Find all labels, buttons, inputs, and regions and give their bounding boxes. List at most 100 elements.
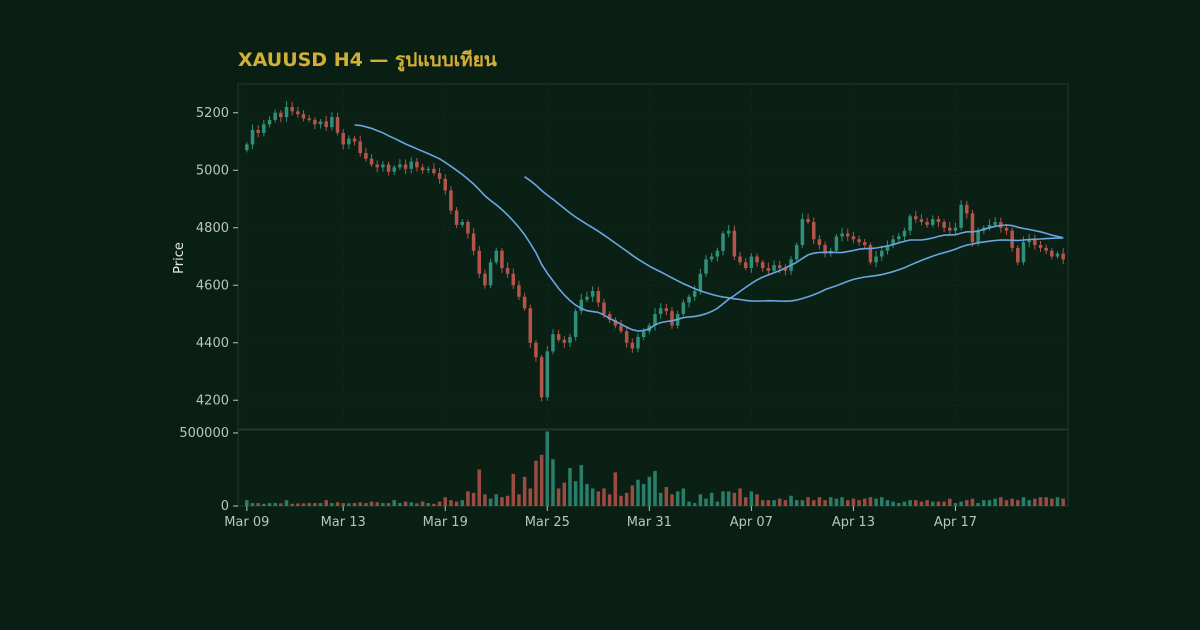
candle-body bbox=[324, 121, 328, 128]
candle-body bbox=[596, 291, 601, 303]
candle-body bbox=[845, 233, 850, 237]
candle-body bbox=[970, 213, 975, 243]
candle-body bbox=[868, 245, 873, 263]
candle-body bbox=[987, 224, 992, 228]
candle-body bbox=[874, 256, 878, 263]
volume-bar bbox=[477, 469, 482, 506]
candle-body bbox=[573, 311, 578, 337]
candle-body bbox=[245, 144, 249, 151]
candle-body bbox=[256, 130, 260, 133]
volume-bar bbox=[1010, 498, 1014, 506]
candle-body bbox=[670, 311, 674, 326]
volume-bar bbox=[670, 494, 674, 506]
y-tick-label: 4600 bbox=[196, 278, 229, 293]
volume-bar bbox=[908, 500, 912, 506]
volume-bar bbox=[982, 500, 986, 506]
volume-bar bbox=[301, 503, 306, 506]
volume-bar bbox=[471, 492, 476, 506]
candle-body bbox=[296, 111, 300, 115]
candle-body bbox=[335, 117, 340, 133]
volume-bar bbox=[313, 503, 317, 506]
candle-body bbox=[494, 250, 499, 263]
candle-body bbox=[556, 334, 561, 340]
volume-bar bbox=[641, 484, 646, 506]
candle-body bbox=[783, 268, 788, 271]
candle-body bbox=[443, 178, 448, 191]
candle-body bbox=[437, 173, 442, 179]
volume-bar bbox=[749, 491, 754, 506]
volume-bar bbox=[760, 500, 765, 506]
volume-bar bbox=[1055, 497, 1060, 506]
volume-bar bbox=[307, 503, 311, 506]
volume-bar bbox=[783, 500, 788, 506]
volume-bar bbox=[970, 498, 975, 506]
candle-body bbox=[1004, 227, 1009, 231]
volume-bar bbox=[347, 503, 351, 506]
candle-body bbox=[579, 299, 584, 312]
volume-bar bbox=[528, 488, 533, 506]
volume-panel bbox=[237, 429, 1069, 507]
candle-body bbox=[840, 233, 844, 237]
x-tick-label: Mar 13 bbox=[321, 515, 366, 530]
volume-bar bbox=[766, 500, 771, 506]
volume-bar bbox=[953, 503, 958, 506]
volume-bar bbox=[409, 502, 413, 506]
x-tick-label: Mar 25 bbox=[525, 515, 570, 530]
volume-bar bbox=[987, 500, 992, 506]
volume-bar bbox=[874, 498, 878, 506]
candle-body bbox=[562, 339, 567, 343]
candle-body bbox=[721, 233, 725, 251]
candle-body bbox=[664, 308, 669, 312]
volume-bar bbox=[811, 500, 816, 506]
candle-body bbox=[284, 107, 289, 118]
volume-bar bbox=[732, 492, 737, 506]
candle-body bbox=[375, 164, 379, 168]
candle-body bbox=[919, 219, 924, 222]
volume-bar bbox=[1033, 498, 1037, 506]
candle-body bbox=[602, 302, 606, 314]
candle-body bbox=[568, 337, 572, 343]
candle-body bbox=[942, 222, 946, 228]
candle-body bbox=[862, 242, 867, 245]
volume-bar bbox=[845, 500, 850, 506]
candle-body bbox=[953, 227, 958, 231]
candle-body bbox=[823, 245, 827, 254]
x-tick-label: Apr 07 bbox=[730, 515, 773, 530]
volume-bar bbox=[823, 500, 827, 506]
volume-bar bbox=[851, 498, 856, 506]
candle-body bbox=[834, 236, 839, 251]
candle-body bbox=[262, 124, 266, 133]
candle-body bbox=[454, 210, 459, 225]
candle-body bbox=[732, 230, 737, 257]
volume-bar bbox=[925, 500, 929, 506]
volume-bar bbox=[556, 488, 561, 506]
volume-bar bbox=[948, 498, 952, 506]
candle-body bbox=[993, 222, 997, 225]
candle-body bbox=[772, 265, 776, 271]
candle-body bbox=[330, 117, 334, 128]
volume-bar bbox=[505, 495, 510, 506]
volume-bar bbox=[806, 497, 810, 506]
volume-bar bbox=[1027, 500, 1031, 506]
volume-bar bbox=[1050, 498, 1054, 506]
volume-bar bbox=[936, 501, 941, 506]
volume-bar bbox=[511, 473, 516, 506]
volume-bar bbox=[1016, 500, 1020, 506]
x-tick-label: Apr 17 bbox=[934, 515, 977, 530]
volume-bar bbox=[919, 501, 924, 506]
volume-bar bbox=[279, 503, 283, 506]
volume-bar bbox=[267, 503, 272, 506]
volume-bar bbox=[636, 479, 640, 506]
volume-bar bbox=[647, 476, 652, 506]
price-panel bbox=[237, 83, 1069, 430]
x-tick-label: Mar 09 bbox=[224, 515, 269, 530]
volume-bar bbox=[885, 500, 890, 506]
candle-body bbox=[347, 138, 351, 145]
volume-bar bbox=[857, 500, 861, 506]
volume-bar bbox=[256, 503, 260, 506]
candles bbox=[245, 101, 1065, 402]
candle-body bbox=[398, 164, 402, 168]
volume-bars bbox=[245, 431, 1065, 506]
